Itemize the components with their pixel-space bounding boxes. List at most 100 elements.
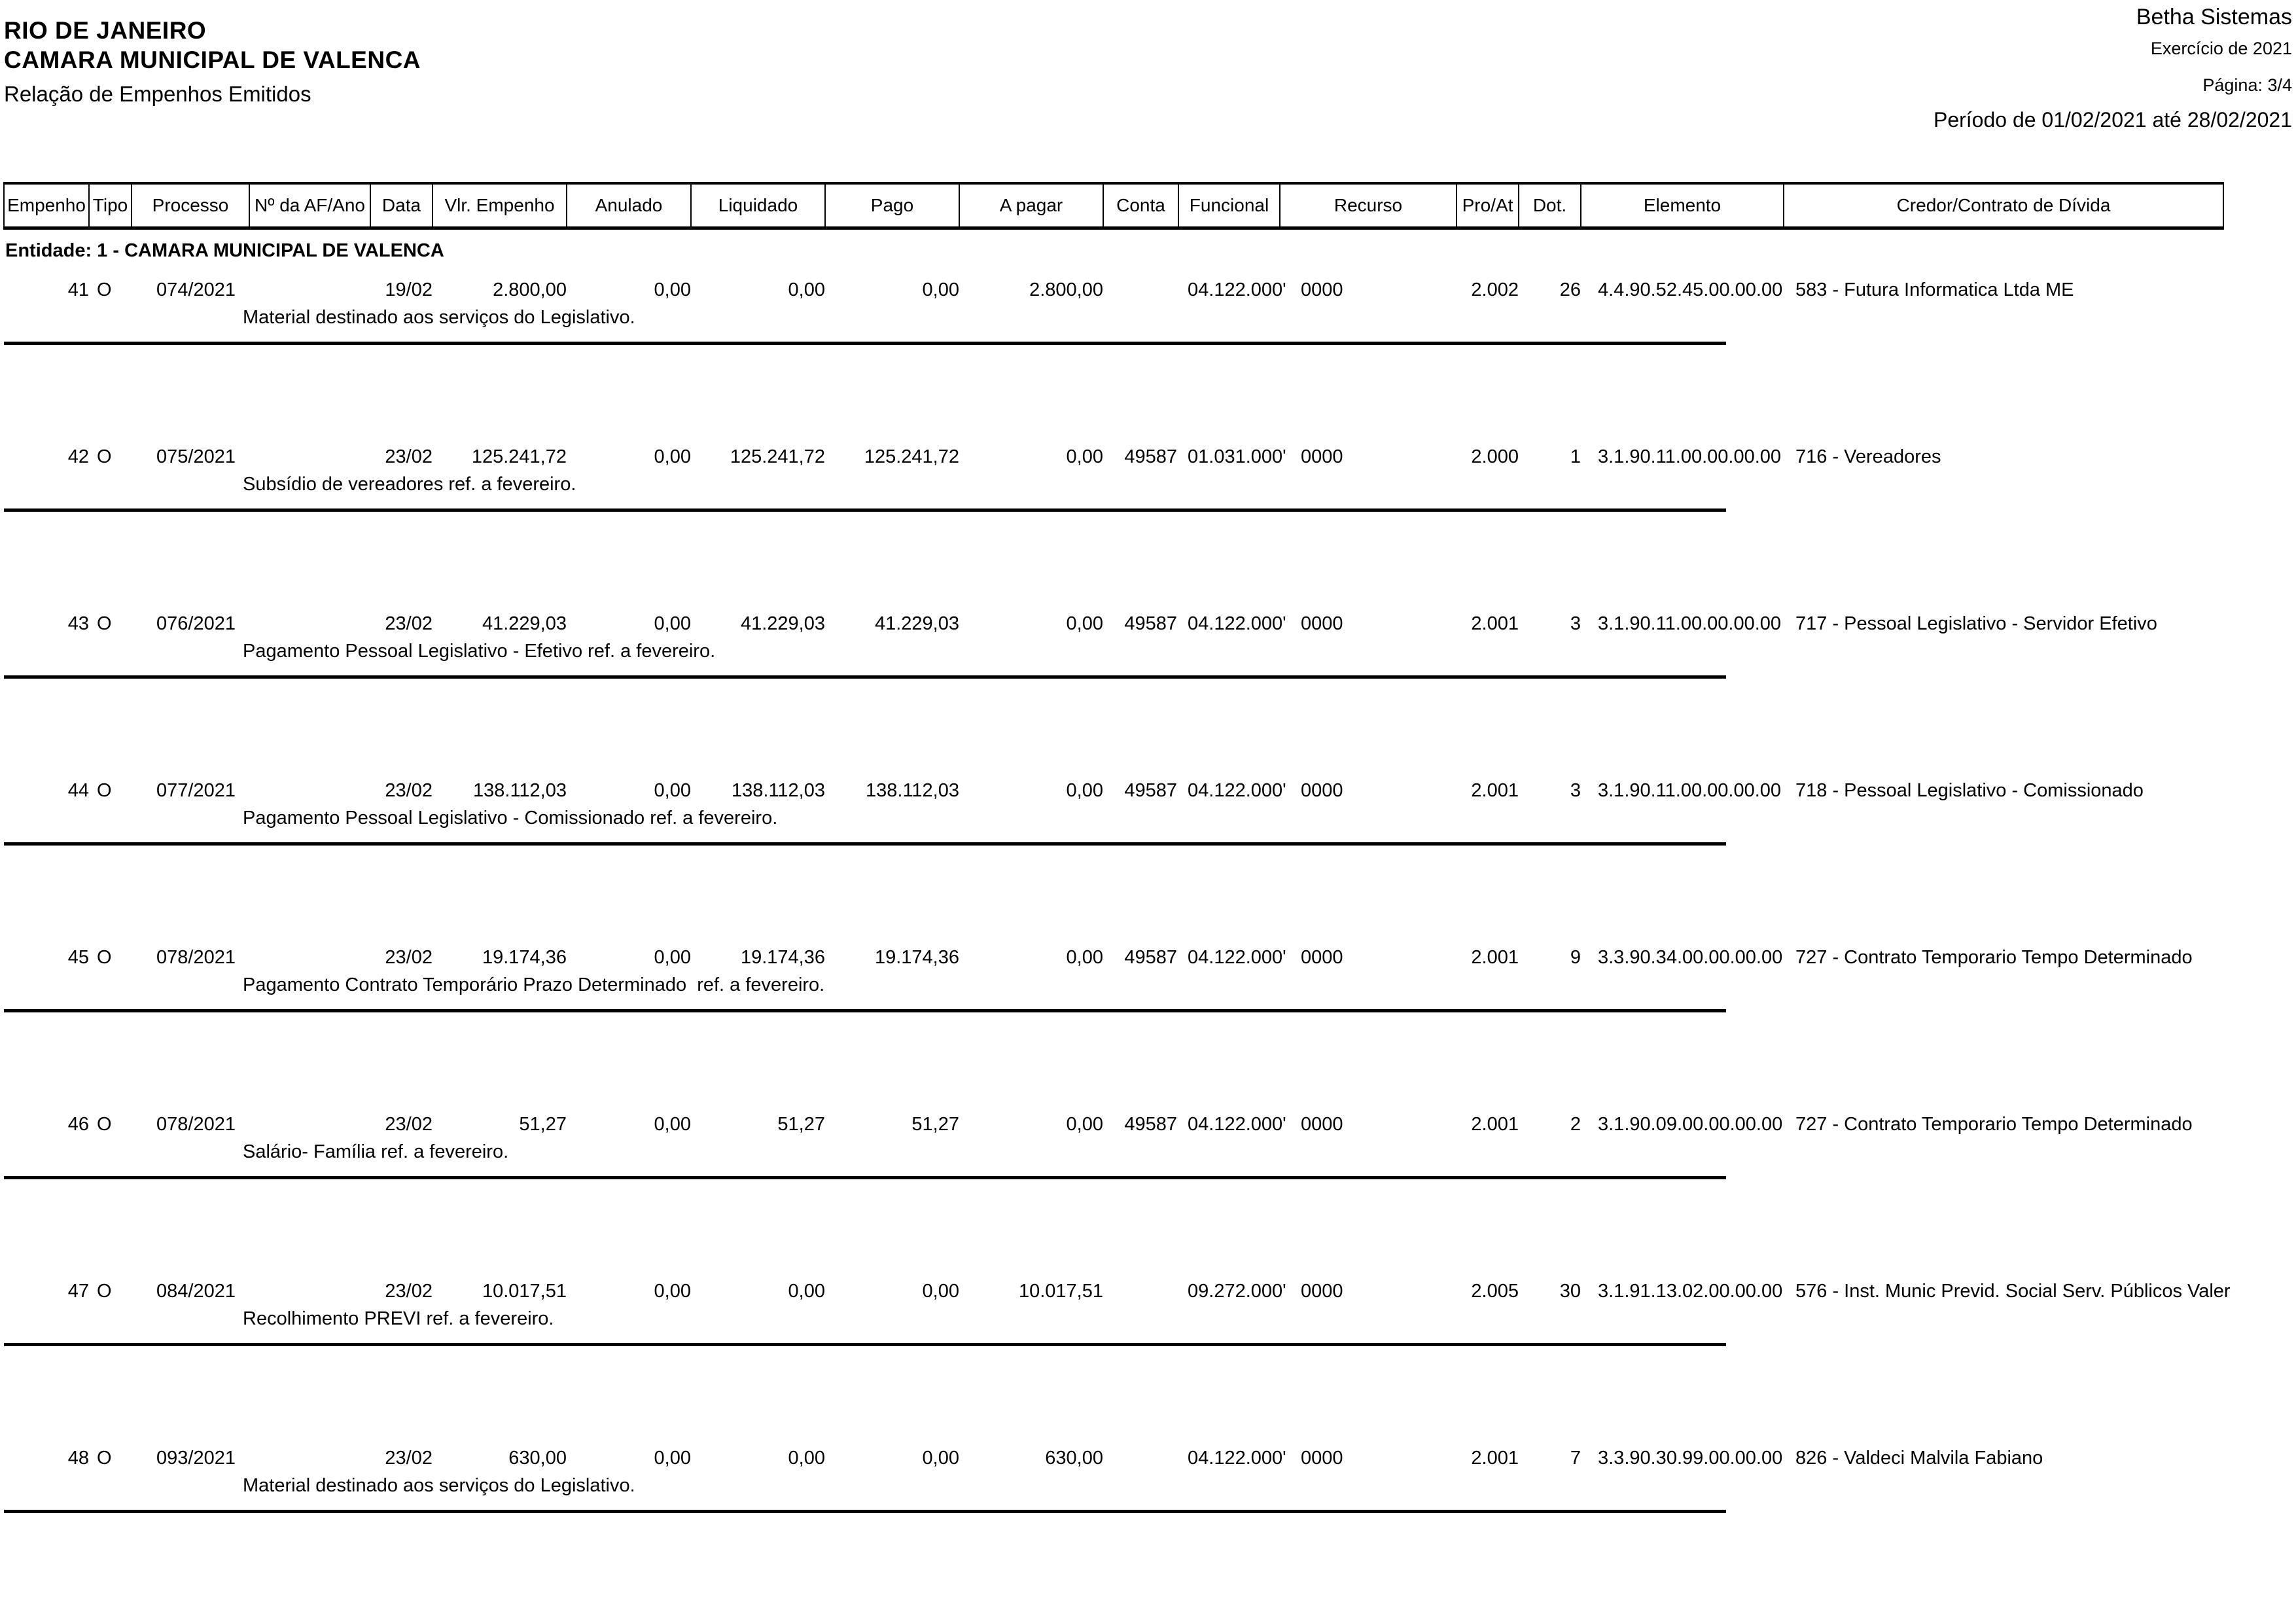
- cell-conta: 49587: [1124, 446, 1177, 467]
- table-row: 47 O 084/2021 23/02 10.017,51 0,00 0,00 …: [4, 1280, 2231, 1302]
- row-separator: [4, 495, 2223, 613]
- cell-processo: 084/2021: [156, 1280, 236, 1302]
- column-header-credor: Credor/Contrato de Dívida: [1784, 183, 2224, 230]
- cell-vlr-empenho: 2.800,00: [493, 279, 567, 300]
- cell-empenho: 43: [67, 613, 89, 634]
- report-title: Relação de Empenhos Emitidos: [4, 82, 311, 106]
- cell-conta: 49587: [1124, 1113, 1177, 1135]
- cell-credor: 583 - Futura Informatica Ltda ME: [1795, 279, 2074, 300]
- cell-dot: 9: [1570, 946, 1581, 968]
- cell-processo: 077/2021: [156, 779, 236, 801]
- cell-a-pagar: 0,00: [1066, 946, 1103, 968]
- cell-data: 23/02: [385, 1113, 433, 1135]
- cell-empenho: 47: [67, 1280, 89, 1302]
- separator-line: [4, 842, 1726, 846]
- cell-empenho: 45: [67, 946, 89, 968]
- cell-dot: 1: [1570, 446, 1581, 467]
- cell-funcional: 09.272.000': [1188, 1280, 1286, 1302]
- cell-conta: 49587: [1124, 946, 1177, 968]
- cell-pago: 138.112,03: [866, 779, 959, 801]
- cell-pro-at: 2.001: [1471, 946, 1519, 968]
- row-description: Subsídio de vereadores ref. a fevereiro.: [4, 468, 2223, 495]
- cell-anulado: 0,00: [654, 613, 691, 634]
- cell-processo: 093/2021: [156, 1447, 236, 1469]
- cell-liquidado: 0,00: [788, 1280, 825, 1302]
- cell-liquidado: 0,00: [788, 1447, 825, 1469]
- cell-pago: 0,00: [922, 1447, 959, 1469]
- cell-credor: 716 - Vereadores: [1795, 446, 1941, 467]
- cell-historico: Pagamento Contrato Temporário Prazo Dete…: [243, 974, 825, 995]
- row-description: Recolhimento PREVI ref. a fevereiro.: [4, 1302, 2223, 1330]
- exercise-label: Exercício de 2021: [2150, 39, 2292, 58]
- page-header: RIO DE JANEIRO CAMARA MUNICIPAL DE VALEN…: [0, 0, 2296, 182]
- table-row: 43 O 076/2021 23/02 41.229,03 0,00 41.22…: [4, 613, 2223, 635]
- row-separator: [4, 1330, 2223, 1447]
- cell-pago: 19.174,36: [874, 946, 959, 968]
- cell-af-ano: [249, 1280, 370, 1302]
- cell-pro-at: 2.001: [1471, 1113, 1519, 1135]
- separator-line: [4, 675, 1726, 679]
- cell-vlr-empenho: 630,00: [508, 1447, 567, 1469]
- cell-empenho: 41: [67, 279, 89, 300]
- cell-credor: 718 - Pessoal Legislativo - Comissionado: [1795, 779, 2144, 801]
- vendor-name: Betha Sistemas: [2136, 5, 2292, 29]
- cell-vlr-empenho: 10.017,51: [482, 1280, 567, 1302]
- column-header-conta: Conta: [1103, 183, 1179, 230]
- cell-historico: Pagamento Pessoal Legislativo - Efetivo …: [243, 640, 716, 662]
- row-separator: [4, 996, 2223, 1113]
- column-header-elemento: Elemento: [1581, 183, 1784, 230]
- period-label: Período de 01/02/2021 até 28/02/2021: [1933, 108, 2292, 132]
- cell-anulado: 0,00: [654, 779, 691, 801]
- cell-vlr-empenho: 138.112,03: [473, 779, 567, 801]
- column-header-af-ano: Nº da AF/Ano: [249, 183, 371, 230]
- row-description: Material destinado aos serviços do Legis…: [4, 1469, 2223, 1497]
- report-meta-block: Betha Sistemas Exercício de 2021 Página:…: [1934, 4, 2292, 132]
- page-indicator: Página: 3/4: [2202, 75, 2292, 95]
- cell-liquidado: 138.112,03: [732, 779, 825, 801]
- cell-credor: 826 - Valdeci Malvila Fabiano: [1795, 1447, 2043, 1469]
- cell-pro-at: 2.001: [1471, 1447, 1519, 1469]
- entity-name: CAMARA MUNICIPAL DE VALENCA: [4, 46, 421, 73]
- cell-data: 23/02: [385, 779, 433, 801]
- cell-elemento: 3.1.90.11.00.00.00.00: [1598, 779, 1782, 801]
- cell-recurso: 0000: [1301, 779, 1343, 801]
- table-header-row: Empenho Tipo Processo Nº da AF/Ano Data …: [3, 183, 2224, 230]
- cell-data: 23/02: [385, 1447, 433, 1469]
- row-description: Material destinado aos serviços do Legis…: [4, 301, 2223, 329]
- column-header-pago: Pago: [825, 183, 960, 230]
- cell-processo: 074/2021: [156, 279, 236, 300]
- cell-data: 23/02: [385, 1280, 433, 1302]
- cell-af-ano: [249, 946, 370, 969]
- cell-funcional: 04.122.000': [1188, 1113, 1286, 1135]
- cell-a-pagar: 0,00: [1066, 613, 1103, 634]
- cell-empenho: 44: [67, 779, 89, 801]
- cell-tipo: O: [97, 613, 112, 634]
- cell-a-pagar: 630,00: [1045, 1447, 1103, 1469]
- cell-recurso: 0000: [1301, 279, 1343, 300]
- column-header-pro-at: Pro/At: [1457, 183, 1519, 230]
- cell-dot: 3: [1570, 613, 1581, 634]
- cell-pago: 51,27: [911, 1113, 959, 1135]
- column-header-processo: Processo: [132, 183, 250, 230]
- row-description: Pagamento Pessoal Legislativo - Efetivo …: [4, 635, 2223, 662]
- row-description: Pagamento Pessoal Legislativo - Comissio…: [4, 802, 2223, 829]
- cell-af-ano: [249, 1113, 370, 1135]
- cell-dot: 3: [1570, 779, 1581, 801]
- column-header-liquidado: Liquidado: [691, 183, 826, 230]
- row-description: Salário- Família ref. a fevereiro.: [4, 1135, 2223, 1163]
- cell-af-ano: [249, 446, 370, 468]
- cell-empenho: 42: [67, 446, 89, 467]
- cell-historico: Subsídio de vereadores ref. a fevereiro.: [243, 473, 576, 495]
- cell-pago: 0,00: [922, 1280, 959, 1302]
- cell-data: 23/02: [385, 613, 433, 634]
- cell-vlr-empenho: 19.174,36: [482, 946, 567, 968]
- cell-empenho: 48: [67, 1447, 89, 1469]
- cell-tipo: O: [97, 1447, 112, 1469]
- cell-conta: 49587: [1124, 613, 1177, 634]
- column-header-vlr-empenho: Vlr. Empenho: [433, 183, 567, 230]
- cell-recurso: 0000: [1301, 613, 1343, 634]
- cell-elemento: 3.1.91.13.02.00.00.00: [1598, 1280, 1783, 1302]
- empenhos-table: Empenho Tipo Processo Nº da AF/Ano Data …: [3, 182, 2231, 1614]
- cell-funcional: 04.122.000': [1188, 613, 1286, 634]
- cell-conta: 49587: [1124, 779, 1177, 801]
